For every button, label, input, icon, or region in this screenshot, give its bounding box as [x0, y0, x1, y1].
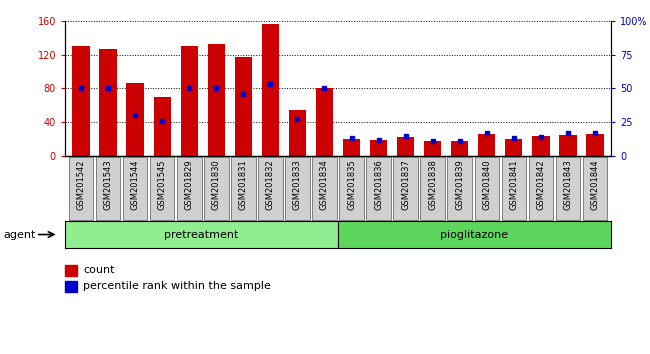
FancyBboxPatch shape — [502, 157, 526, 220]
Bar — [316, 88, 333, 156]
Text: GSM201837: GSM201837 — [401, 159, 410, 210]
Text: GSM201834: GSM201834 — [320, 159, 329, 210]
Text: count: count — [83, 266, 114, 275]
FancyBboxPatch shape — [312, 157, 337, 220]
Bar — [396, 137, 414, 156]
Text: GSM201543: GSM201543 — [104, 159, 112, 210]
FancyBboxPatch shape — [421, 157, 445, 220]
Bar — [262, 24, 279, 156]
FancyBboxPatch shape — [96, 157, 120, 220]
FancyBboxPatch shape — [285, 157, 309, 220]
FancyBboxPatch shape — [582, 157, 607, 220]
Bar — [289, 109, 306, 156]
Text: GSM201838: GSM201838 — [428, 159, 437, 210]
Bar — [451, 142, 469, 156]
Text: GSM201839: GSM201839 — [455, 159, 464, 210]
Bar — [99, 49, 117, 156]
Bar — [424, 141, 441, 156]
Bar — [559, 135, 577, 156]
FancyBboxPatch shape — [258, 157, 283, 220]
Bar — [153, 97, 171, 156]
Bar — [586, 134, 604, 156]
Bar — [505, 139, 523, 156]
FancyBboxPatch shape — [393, 157, 418, 220]
FancyBboxPatch shape — [339, 157, 364, 220]
Text: GSM201830: GSM201830 — [212, 159, 221, 210]
Bar — [343, 139, 360, 156]
Bar — [370, 140, 387, 156]
Text: pioglitazone: pioglitazone — [441, 229, 508, 240]
FancyBboxPatch shape — [474, 157, 499, 220]
Text: GSM201542: GSM201542 — [77, 159, 86, 210]
Bar — [532, 136, 549, 156]
FancyBboxPatch shape — [177, 157, 202, 220]
Text: GSM201840: GSM201840 — [482, 159, 491, 210]
Text: GSM201832: GSM201832 — [266, 159, 275, 210]
Bar — [235, 57, 252, 156]
Text: GSM201841: GSM201841 — [509, 159, 518, 210]
FancyBboxPatch shape — [150, 157, 174, 220]
Text: GSM201842: GSM201842 — [536, 159, 545, 210]
Text: percentile rank within the sample: percentile rank within the sample — [83, 281, 271, 291]
Text: GSM201835: GSM201835 — [347, 159, 356, 210]
FancyBboxPatch shape — [123, 157, 148, 220]
Bar — [478, 134, 495, 156]
Text: GSM201545: GSM201545 — [158, 159, 167, 210]
Bar — [181, 46, 198, 156]
Text: pretreatment: pretreatment — [164, 229, 239, 240]
FancyBboxPatch shape — [556, 157, 580, 220]
FancyBboxPatch shape — [231, 157, 255, 220]
Bar — [207, 44, 225, 156]
Text: agent: agent — [3, 229, 36, 240]
FancyBboxPatch shape — [367, 157, 391, 220]
Text: GSM201836: GSM201836 — [374, 159, 383, 210]
Text: GSM201844: GSM201844 — [590, 159, 599, 210]
Text: GSM201829: GSM201829 — [185, 159, 194, 210]
FancyBboxPatch shape — [528, 157, 553, 220]
FancyBboxPatch shape — [204, 157, 229, 220]
Text: GSM201833: GSM201833 — [293, 159, 302, 210]
Bar — [127, 82, 144, 156]
Text: GSM201843: GSM201843 — [564, 159, 572, 210]
Text: GSM201544: GSM201544 — [131, 159, 140, 210]
Text: GSM201831: GSM201831 — [239, 159, 248, 210]
FancyBboxPatch shape — [447, 157, 472, 220]
Bar — [72, 46, 90, 156]
FancyBboxPatch shape — [69, 157, 94, 220]
